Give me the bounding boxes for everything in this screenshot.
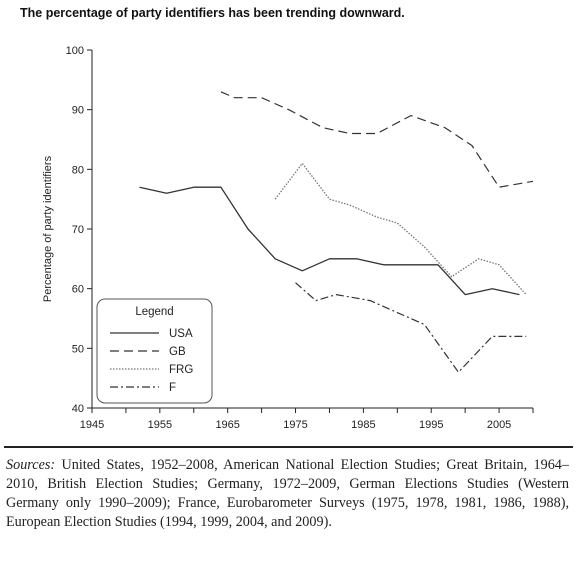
series-line-frg [274,162,527,296]
x-tick-label: 1985 [351,419,375,431]
legend-label-frg: FRG [169,364,193,376]
y-tick-label: 90 [72,105,84,117]
legend-label-f: F [169,382,176,394]
y-tick-label: 40 [72,403,84,415]
series-line-gb [220,91,534,188]
x-tick-label: 1965 [215,419,239,431]
y-tick-label: 80 [72,164,84,176]
chart-title: The percentage of party identifiers has … [20,6,405,20]
x-tick-label: 1955 [148,419,172,431]
sources-note: Sources: United States, 1952–2008, Ameri… [6,456,569,532]
y-tick-label: 70 [72,224,84,236]
x-tick-label: 1945 [80,419,104,431]
y-tick-label: 100 [66,45,84,57]
y-axis-title: Percentage of party identifiers [42,155,54,302]
divider-rule [4,446,573,448]
x-tick-label: 1975 [283,419,307,431]
series-line-f [295,282,527,373]
legend-title: Legend [135,306,173,318]
chart-legend: Legend USA GB FRG F [96,298,213,404]
x-tick-label: 1995 [419,419,443,431]
chart-axes: 40 50 60 70 80 90 100 1945 1955 1965 1975 1985 1995 2… [42,45,534,431]
sources-label: Sources: [6,457,56,473]
legend-label-gb: GB [169,346,186,358]
sources-text: United States, 1952–2008, American Natio… [6,457,569,530]
line-chart: 40 50 60 70 80 90 100 1945 1955 1965 1975 1985 1995 2… [42,45,534,431]
x-tick-label: 2005 [487,419,511,431]
chart-series [139,91,534,373]
legend-label-usa: USA [169,328,193,340]
y-tick-label: 60 [72,284,84,296]
y-tick-label: 50 [72,343,84,355]
series-line-usa [139,186,520,296]
